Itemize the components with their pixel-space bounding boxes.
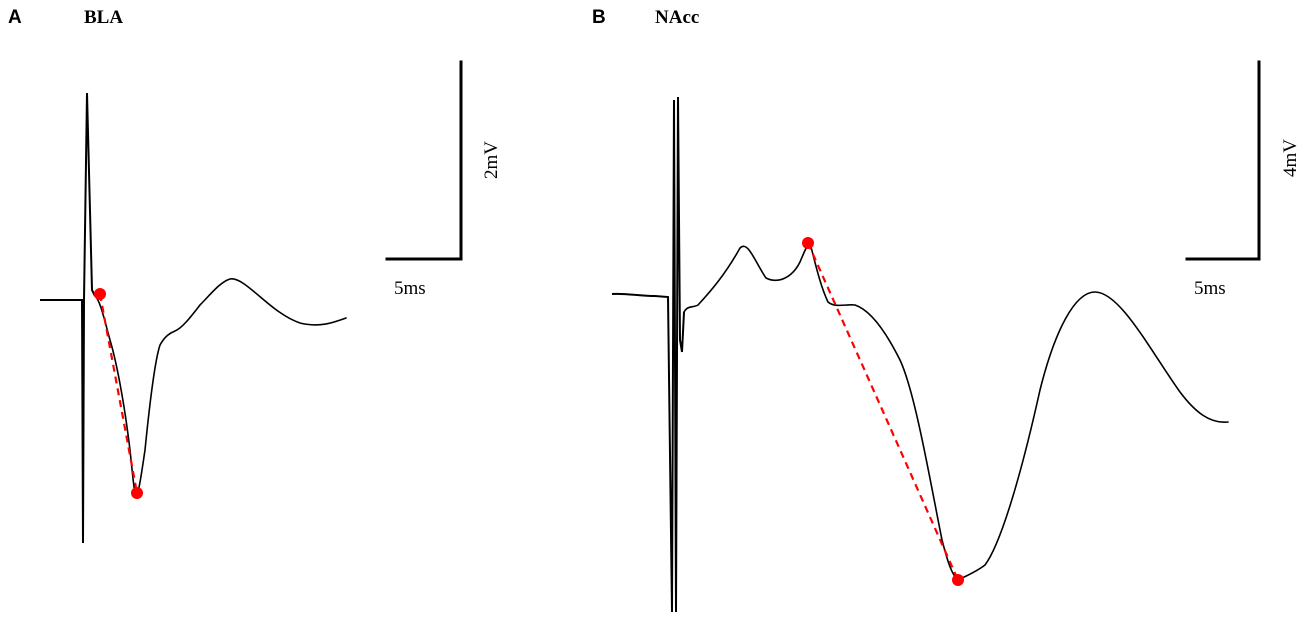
- panel-a-title: BLA: [84, 7, 123, 28]
- panel-a-scale-voltage-label: 2mV: [481, 141, 502, 179]
- panel-a-waveform-trace: [94, 278, 347, 499]
- panel-b-slope-marker-onset: [802, 237, 814, 249]
- panel-b-scale-time-label: 5ms: [1194, 278, 1226, 299]
- panel-b-scale-bar: [1185, 60, 1261, 261]
- panel-a-slope-line: [98, 293, 139, 494]
- panel-b: B NAcc 5ms 4mV: [592, 7, 1300, 613]
- panel-a-scale-bar: [385, 60, 463, 261]
- panel-b-letter: B: [592, 7, 606, 28]
- panel-a-slope-marker-onset: [94, 288, 106, 300]
- panel-b-waveform-trace: [683, 242, 1229, 581]
- panel-a-slope-marker-trough: [131, 487, 143, 499]
- panel-b-slope-marker-trough: [952, 574, 964, 586]
- panel-b-slope-line: [806, 242, 960, 581]
- panel-a-letter: A: [8, 7, 22, 28]
- panel-b-title: NAcc: [655, 7, 699, 28]
- panel-b-stimulus-artifact: [611, 96, 685, 613]
- panel-a-scale-time-label: 5ms: [394, 278, 426, 299]
- panel-a-stimulus-artifact: [40, 92, 96, 544]
- panel-b-scale-voltage-label: 4mV: [1280, 139, 1300, 177]
- panel-a: A BLA 5ms 2mV: [8, 7, 502, 544]
